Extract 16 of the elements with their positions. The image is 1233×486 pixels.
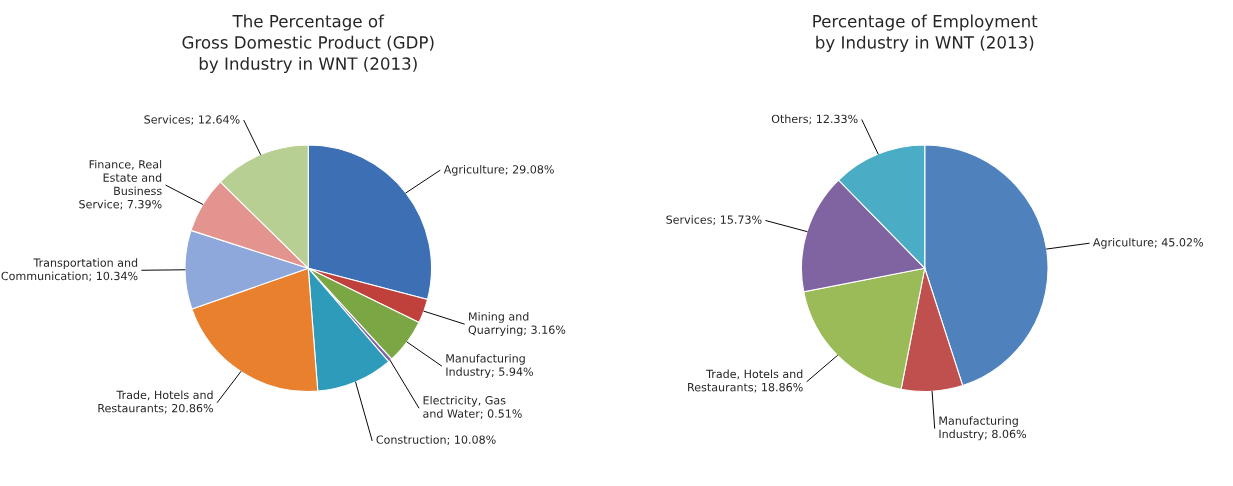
slice-label: Trade, Hotels and Restaurants; 20.86% [98,390,213,414]
chart-title: Percentage of Employment by Industry in WNT (2013) [813,14,1038,52]
slice-label: Mining and Quarrying; 3.16% [468,312,566,337]
slice-label: Finance, Real Estate and Business Service; 7.39% [79,159,162,210]
slice-label: Manufacturing Industry; 8.06% [939,416,1027,441]
slice-label: Agriculture; 45.02% [1092,237,1203,249]
slice-label: Electricity, Gas and Water; 0.51% [423,395,522,419]
slice-label: Manufacturing Industry; 5.94% [446,353,533,378]
slice-label: Services; 12.64% [144,115,240,125]
slice-label: Others; 12.33% [771,114,858,125]
slice-label: Transportation and Communication; 10.34% [1,258,138,282]
slice-label: Agriculture; 29.08% [443,164,554,176]
slice-label: Construction; 10.08% [376,435,496,445]
slice-label: Services; 15.73% [666,215,762,225]
slice-label: Trade, Hotels and Restaurants; 18.86% [688,369,803,393]
chart-title: The Percentage of Gross Domestic Product (GDP) by Industry in WNT (2013) [182,14,434,74]
